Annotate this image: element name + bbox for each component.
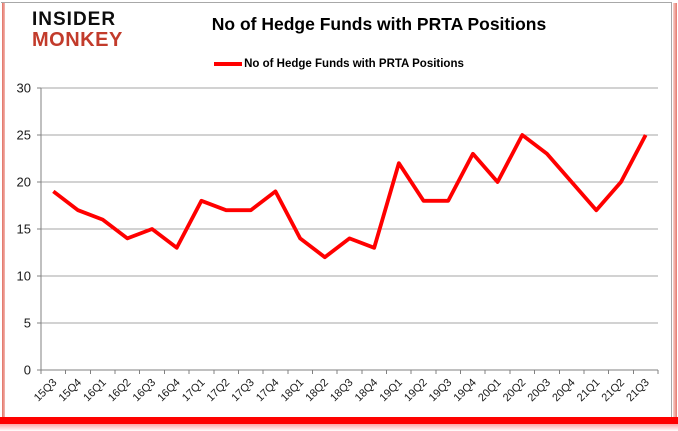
x-axis-label: 17Q4 — [254, 377, 282, 405]
x-axis-label: 16Q2 — [106, 377, 134, 405]
x-axis-label: 15Q3 — [32, 377, 60, 405]
x-axis-label: 19Q3 — [427, 377, 455, 405]
x-axis-label: 15Q4 — [57, 377, 85, 405]
y-axis-label: 15 — [17, 222, 31, 237]
y-axis-label: 25 — [17, 128, 31, 143]
series-line — [52, 133, 648, 260]
legend-label: No of Hedge Funds with PRTA Positions — [244, 58, 464, 70]
x-axis-label: 19Q2 — [402, 377, 430, 405]
x-axis-label: 16Q3 — [131, 377, 159, 405]
x-axis-label: 17Q3 — [229, 377, 257, 405]
x-axis-label: 18Q1 — [279, 377, 307, 405]
x-axis-label: 17Q2 — [205, 377, 233, 405]
y-axis-label: 30 — [17, 81, 31, 96]
x-axis-label: 17Q1 — [180, 377, 208, 405]
x-axis-label: 18Q3 — [328, 377, 356, 405]
x-axis-label: 21Q1 — [575, 377, 603, 405]
x-axis-label: 21Q3 — [624, 377, 652, 405]
legend-line-swatch — [214, 62, 243, 66]
legend: No of Hedge Funds with PRTA Positions — [0, 57, 678, 71]
left-edge-accent — [2, 3, 5, 422]
x-axis-label: 20Q4 — [550, 377, 578, 405]
x-axis-label: 20Q3 — [526, 377, 554, 405]
chart-title: No of Hedge Funds with PRTA Positions — [211, 14, 547, 34]
y-axis-label: 10 — [17, 269, 31, 284]
y-axis-label: 0 — [24, 363, 31, 378]
x-axis-label: 18Q4 — [353, 377, 381, 405]
y-axis-label: 20 — [17, 175, 31, 190]
logo-line-monkey: MONKEY — [32, 29, 123, 51]
x-axis-label: 19Q4 — [451, 377, 479, 405]
bottom-red-bar — [0, 417, 678, 424]
right-edge-accent — [673, 3, 677, 422]
x-axis-label: 16Q4 — [155, 377, 183, 405]
x-axis-label: 18Q2 — [303, 377, 331, 405]
bottom-red-glow — [0, 424, 678, 431]
logo-line-insider: INSIDER — [32, 9, 117, 30]
x-axis-label: 20Q2 — [501, 377, 529, 405]
x-axis-label: 19Q1 — [377, 377, 405, 405]
insider-monkey-logo: INSIDER MONKEY — [32, 9, 123, 51]
x-axis-label: 21Q2 — [600, 377, 628, 405]
y-axis-label: 5 — [24, 316, 31, 331]
x-axis-label: 16Q1 — [81, 377, 109, 405]
x-axis-label: 20Q1 — [476, 377, 504, 405]
